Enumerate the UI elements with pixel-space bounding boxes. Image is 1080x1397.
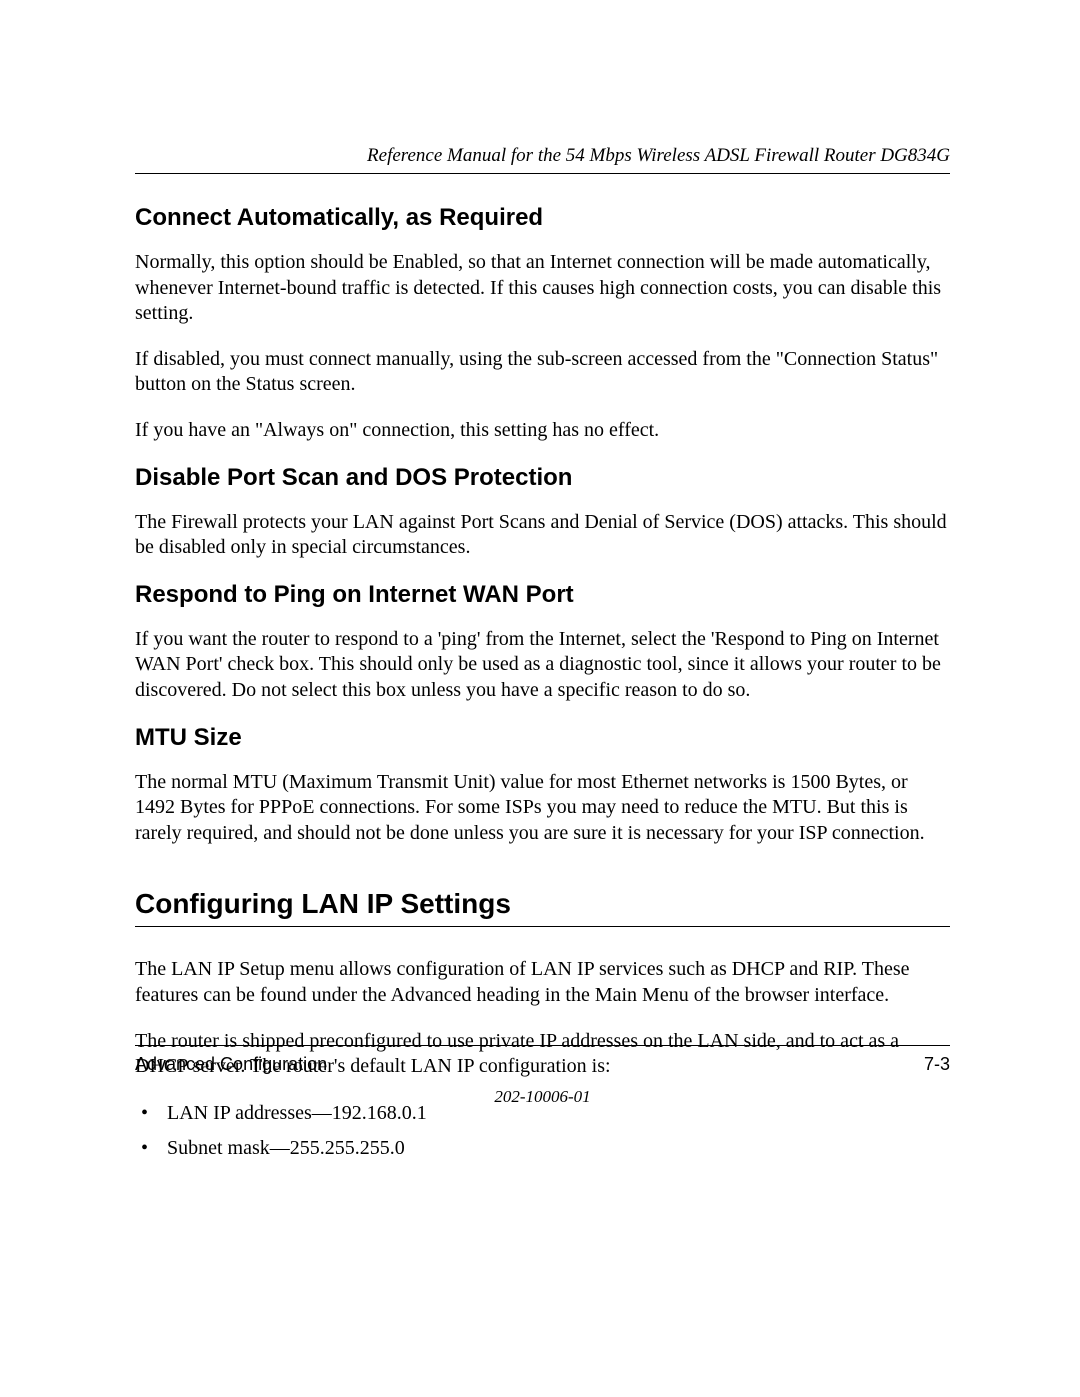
paragraph: If disabled, you must connect manually, … [135, 347, 950, 398]
paragraph: If you have an "Always on" connection, t… [135, 418, 950, 444]
heading-connect-automatically: Connect Automatically, as Required [135, 204, 950, 232]
page-footer: Advanced Configuration 7-3 202-10006-01 [135, 1045, 950, 1107]
footer-doc-number: 202-10006-01 [135, 1087, 950, 1107]
heading-respond-to-ping: Respond to Ping on Internet WAN Port [135, 581, 950, 609]
running-header: Reference Manual for the 54 Mbps Wireles… [135, 145, 950, 167]
paragraph: The LAN IP Setup menu allows configurati… [135, 957, 950, 1008]
footer-rule [135, 1045, 950, 1046]
document-page: Reference Manual for the 54 Mbps Wireles… [0, 0, 1080, 1397]
header-rule [135, 173, 950, 174]
heading-disable-port-scan: Disable Port Scan and DOS Protection [135, 464, 950, 492]
paragraph: The Firewall protects your LAN against P… [135, 510, 950, 561]
bullet-list: LAN IP addresses—192.168.0.1 Subnet mask… [135, 1100, 950, 1162]
list-item: Subnet mask—255.255.255.0 [135, 1135, 950, 1162]
heading-configuring-lan-ip: Configuring LAN IP Settings [135, 888, 950, 927]
footer-page-number: 7-3 [924, 1054, 950, 1075]
paragraph: Normally, this option should be Enabled,… [135, 250, 950, 327]
paragraph: The normal MTU (Maximum Transmit Unit) v… [135, 770, 950, 847]
footer-section-name: Advanced Configuration [135, 1054, 327, 1075]
paragraph: If you want the router to respond to a '… [135, 627, 950, 704]
heading-mtu-size: MTU Size [135, 724, 950, 752]
